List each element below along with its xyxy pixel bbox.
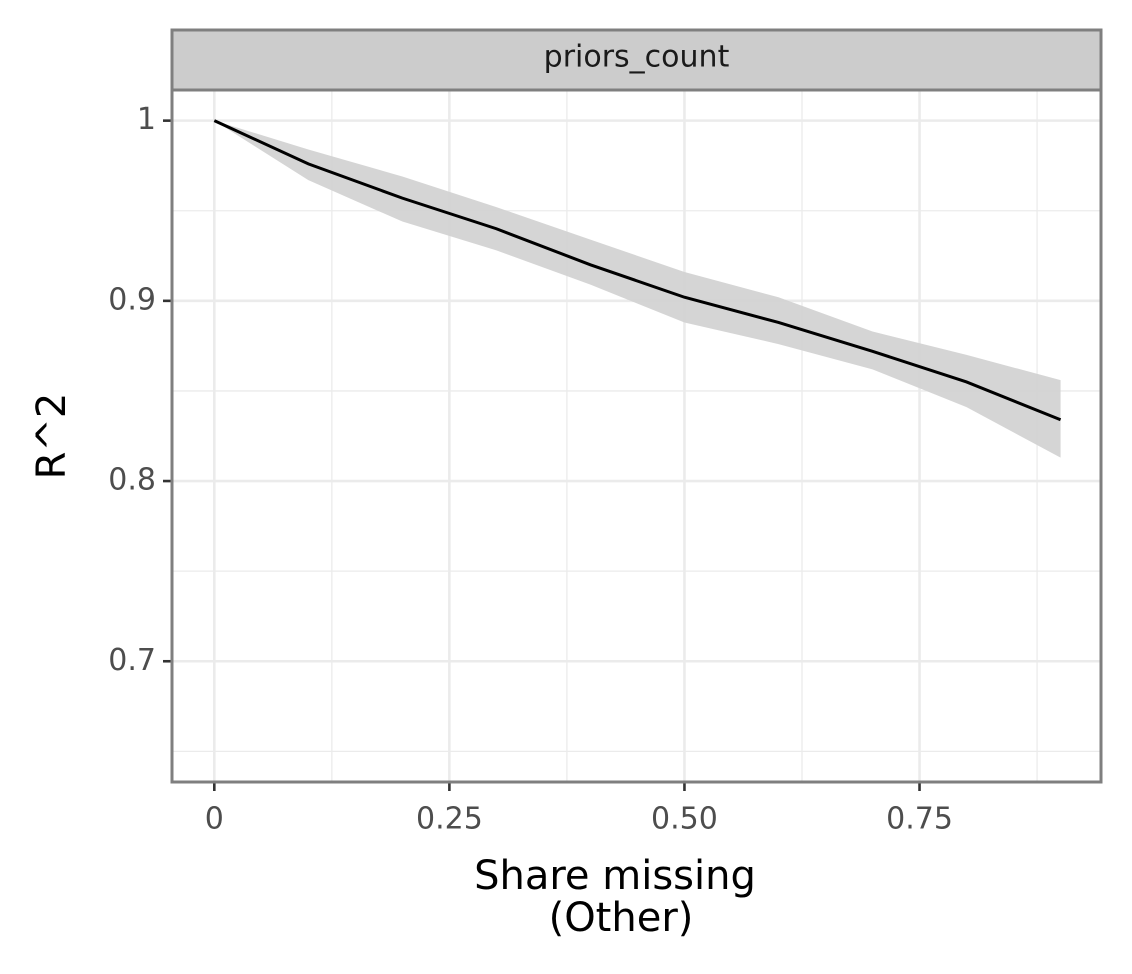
y-tick-label: 0.9 [108, 282, 156, 317]
y-tick-label: 0.8 [108, 463, 156, 498]
panel-border [170, 88, 1103, 784]
y-tick-label: 1 [137, 102, 156, 137]
facet-strip [170, 28, 1103, 92]
x-axis-title: (Other) [549, 895, 694, 941]
panel [172, 90, 1101, 782]
x-tick-label: 0 [205, 802, 224, 837]
line [213, 119, 1062, 422]
y-tick-label: 0.7 [108, 643, 156, 678]
y-axis-title: R^2 [29, 393, 75, 480]
x-tick-label: 0.50 [651, 802, 718, 837]
x-axis-title: Share missing [474, 853, 756, 899]
facet-label: priors_count [544, 40, 730, 75]
x-tick-label: 0.75 [886, 802, 953, 837]
x-tick-label: 0.25 [416, 802, 483, 837]
